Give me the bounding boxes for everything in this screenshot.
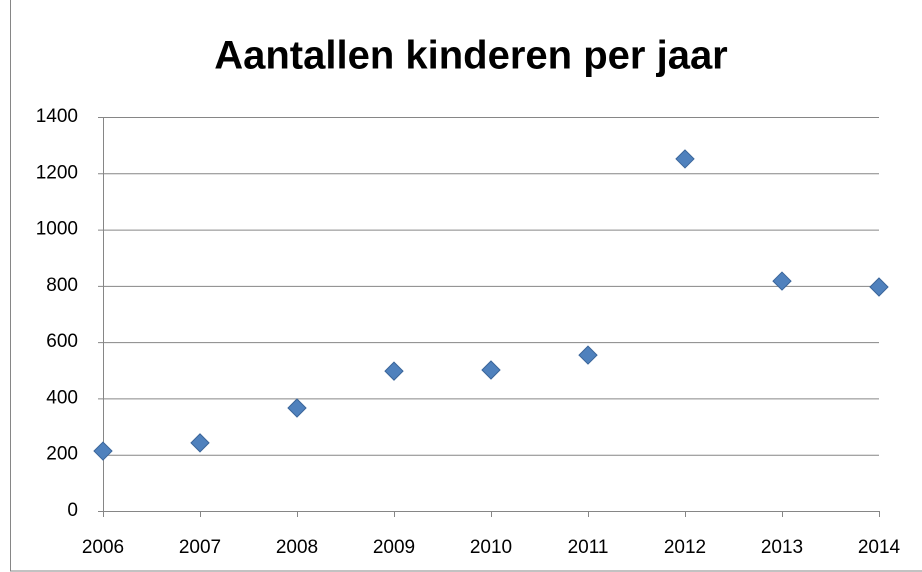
y-tick-label: 1000 [36, 219, 78, 240]
y-tick-label: 600 [46, 331, 78, 352]
y-tick-label: 400 [46, 387, 78, 408]
x-tick-label: 2010 [470, 537, 512, 558]
x-tick-label: 2013 [761, 537, 803, 558]
marker [869, 277, 889, 297]
x-tick-label: 2008 [276, 537, 318, 558]
x-tick-label: 2006 [82, 537, 124, 558]
marker [384, 361, 404, 381]
marker [578, 345, 598, 365]
x-tick-label: 2007 [179, 537, 221, 558]
y-tick-label: 0 [67, 500, 78, 521]
chart-frame [10, 0, 922, 572]
y-tick-label: 200 [46, 444, 78, 465]
x-tick-label: 2011 [568, 537, 609, 558]
y-tick-label: 1400 [36, 106, 78, 127]
marker [481, 360, 501, 380]
marker [772, 271, 792, 291]
marker [675, 149, 695, 169]
marker [287, 398, 307, 418]
x-tick-label: 2014 [858, 537, 901, 558]
y-tick-label: 1200 [36, 162, 78, 183]
x-tick-label: 2012 [664, 537, 706, 558]
x-tick-label: 2009 [373, 537, 415, 558]
marker [93, 441, 113, 461]
marker [190, 433, 210, 453]
chart-title: Aantallen kinderen per jaar [214, 34, 728, 78]
y-tick-label: 800 [46, 275, 78, 296]
